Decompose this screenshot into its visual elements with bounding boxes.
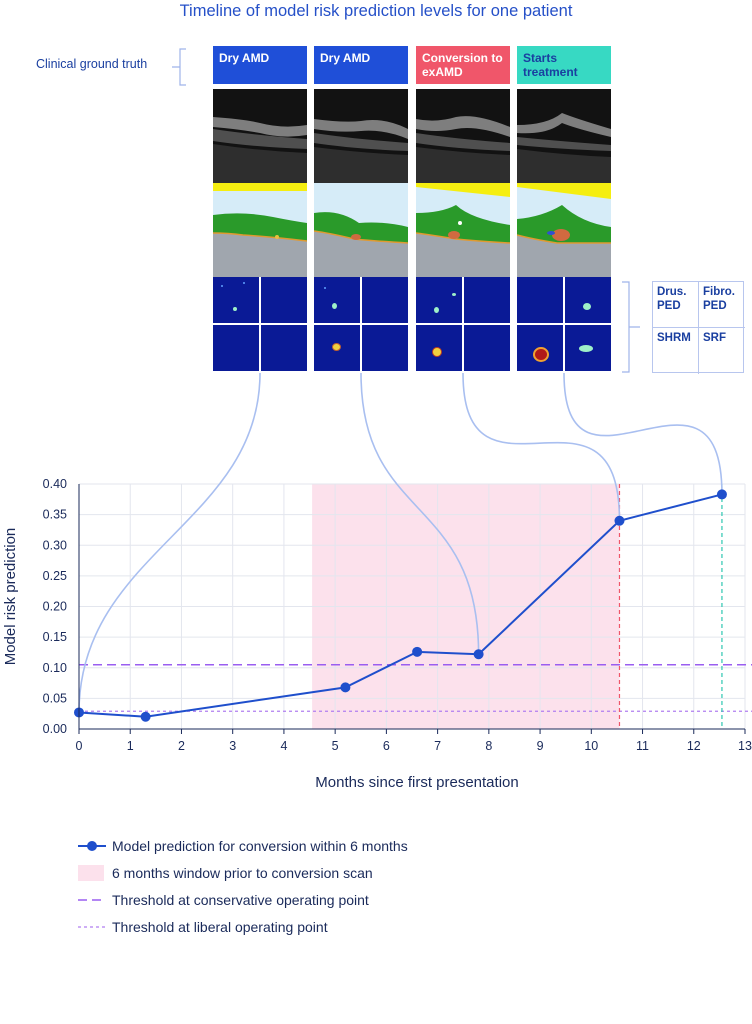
column-header-2: Dry AMD [314, 46, 408, 84]
scan-column-3 [416, 89, 510, 371]
map-legend-bracket [622, 281, 640, 373]
figure-title: Timeline of model risk prediction levels… [179, 2, 573, 20]
y-tick-label: 0.15 [43, 630, 67, 644]
legend-window-swatch-icon [78, 864, 104, 881]
oct-scan-image [517, 89, 611, 183]
scan-connector-curve [563, 372, 723, 495]
x-tick-label: 4 [280, 739, 287, 753]
y-tick-label: 0.35 [43, 508, 67, 522]
prediction-point [412, 646, 423, 657]
prediction-point [716, 489, 727, 500]
scan-column-1 [213, 89, 307, 371]
y-tick-label: 0.00 [43, 722, 67, 736]
oct-scan-image [314, 89, 408, 183]
y-tick-label: 0.30 [43, 538, 67, 552]
y-tick-label: 0.20 [43, 600, 67, 614]
x-axis-label: Months since first presentation [315, 774, 518, 791]
legend-label-liberal: Threshold at liberal operating point [112, 918, 328, 935]
x-tick-label: 11 [636, 739, 649, 753]
lesion-maps [213, 277, 307, 371]
lesion-maps [517, 277, 611, 371]
x-tick-label: 12 [687, 739, 701, 753]
segmentation-image [314, 183, 408, 277]
y-tick-label: 0.40 [43, 477, 67, 491]
scan-connector-curve [78, 372, 261, 713]
scan-column-4 [517, 89, 611, 371]
scan-connector-curve [360, 372, 480, 655]
legend-label-conservative: Threshold at conservative operating poin… [112, 891, 369, 908]
legend-line-marker-icon [78, 840, 106, 851]
x-tick-label: 6 [383, 739, 390, 753]
oct-scan-image [213, 89, 307, 183]
scan-column-2 [314, 89, 408, 371]
ground-truth-label: Clinical ground truth [36, 57, 148, 71]
segmentation-image [416, 183, 510, 277]
legend-dotted-line-icon [78, 925, 106, 928]
x-tick-label: 10 [584, 739, 598, 753]
ground-truth-bracket [172, 48, 186, 86]
x-tick-label: 13 [738, 739, 752, 753]
y-tick-label: 0.25 [43, 569, 67, 583]
legend-item-liberal: Threshold at liberal operating point [76, 913, 408, 940]
y-tick-label: 0.10 [43, 661, 67, 675]
y-tick-label: 0.05 [43, 691, 67, 705]
x-tick-label: 0 [76, 739, 83, 753]
legend-item-window: 6 months window prior to conversion scan [76, 859, 408, 886]
x-tick-label: 7 [434, 739, 441, 753]
scan-connector-curve [462, 372, 621, 521]
legend-drusenoid-ped: Drus. PED [657, 286, 687, 312]
segmentation-image [517, 183, 611, 277]
legend-srf: SRF [703, 332, 726, 344]
legend-shrm: SHRM [657, 332, 691, 344]
prediction-point [140, 711, 151, 722]
prediction-point [473, 649, 484, 660]
x-tick-label: 3 [229, 739, 236, 753]
y-axis-label: Model risk prediction [2, 528, 19, 666]
lesion-map-legend: Drus. PED Fibro. PED SHRM SRF [652, 281, 745, 374]
x-tick-label: 9 [537, 739, 544, 753]
chart-legend: Model prediction for conversion within 6… [76, 832, 408, 940]
prediction-point [340, 682, 351, 693]
legend-item-conservative: Threshold at conservative operating poin… [76, 886, 408, 913]
x-tick-label: 2 [178, 739, 185, 753]
oct-scan-image [416, 89, 510, 183]
lesion-maps [314, 277, 408, 371]
column-header-1: Dry AMD [213, 46, 307, 84]
legend-fibrovascular-ped: Fibro. PED [703, 286, 735, 312]
column-header-4: Starts treatment [517, 46, 611, 84]
segmentation-image [213, 183, 307, 277]
x-tick-label: 5 [332, 739, 339, 753]
lesion-maps [416, 277, 510, 371]
legend-label-window: 6 months window prior to conversion scan [112, 864, 373, 881]
legend-dashed-line-icon [78, 898, 106, 901]
column-header-3: Conversion to exAMD [416, 46, 510, 84]
prediction-point [614, 515, 625, 526]
x-tick-label: 8 [485, 739, 492, 753]
x-tick-label: 1 [127, 739, 134, 753]
legend-label-prediction: Model prediction for conversion within 6… [112, 837, 408, 854]
legend-item-prediction: Model prediction for conversion within 6… [76, 832, 408, 859]
